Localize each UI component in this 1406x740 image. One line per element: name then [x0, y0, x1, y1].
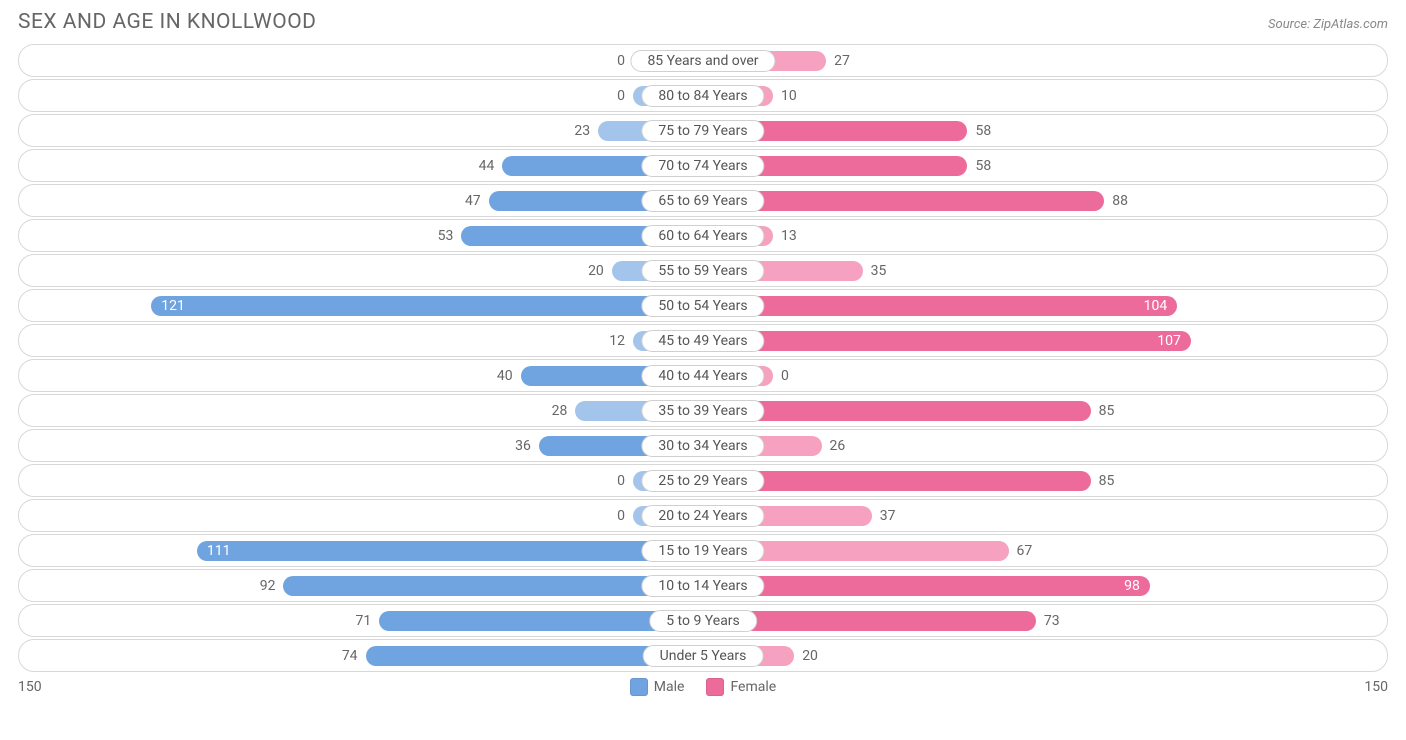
- female-value: 67: [1009, 543, 1033, 559]
- female-value: 58: [967, 123, 991, 139]
- chart-source: Source: ZipAtlas.com: [1268, 17, 1388, 32]
- chart-row: 47 88 65 to 69 Years: [18, 184, 1388, 217]
- female-value: 27: [826, 53, 850, 69]
- legend: Male Female: [630, 678, 776, 696]
- age-group-label: 15 to 19 Years: [641, 540, 764, 562]
- age-group-label: 75 to 79 Years: [641, 120, 764, 142]
- female-value: 20: [794, 648, 818, 664]
- chart-row: 28 85 35 to 39 Years: [18, 394, 1388, 427]
- male-value: 47: [465, 193, 489, 209]
- female-value: 98: [1114, 578, 1150, 594]
- chart-row: 0 85 25 to 29 Years: [18, 464, 1388, 497]
- age-group-label: 5 to 9 Years: [649, 610, 757, 632]
- male-value: 12: [609, 333, 633, 349]
- axis-max-left: 150: [18, 679, 42, 695]
- legend-female-label: Female: [730, 679, 776, 695]
- age-group-label: 70 to 74 Years: [641, 155, 764, 177]
- age-group-label: 60 to 64 Years: [641, 225, 764, 247]
- female-value: 58: [967, 158, 991, 174]
- age-group-label: 40 to 44 Years: [641, 365, 764, 387]
- age-group-label: 80 to 84 Years: [641, 85, 764, 107]
- chart-row: 0 10 80 to 84 Years: [18, 79, 1388, 112]
- age-group-label: 45 to 49 Years: [641, 330, 764, 352]
- male-bar: 121: [151, 296, 703, 316]
- male-value: 121: [151, 298, 195, 314]
- female-value: 104: [1134, 298, 1178, 314]
- chart-row: 92 98 10 to 14 Years: [18, 569, 1388, 602]
- chart-title: SEX AND AGE IN KNOLLWOOD: [18, 10, 316, 34]
- axis-max-right: 150: [1364, 679, 1388, 695]
- male-swatch: [630, 678, 648, 696]
- age-group-label: 30 to 34 Years: [641, 435, 764, 457]
- male-value: 20: [588, 263, 612, 279]
- female-bar: 98: [703, 576, 1150, 596]
- male-value: 74: [342, 648, 366, 664]
- age-group-label: 85 Years and over: [630, 50, 775, 72]
- female-value: 85: [1091, 403, 1115, 419]
- male-value: 40: [497, 368, 521, 384]
- population-pyramid: 0 27 85 Years and over 0 10 80 to 84 Years 23 5…: [18, 44, 1388, 672]
- chart-row: 36 26 30 to 34 Years: [18, 429, 1388, 462]
- chart-row: 44 58 70 to 74 Years: [18, 149, 1388, 182]
- age-group-label: 10 to 14 Years: [641, 575, 764, 597]
- female-swatch: [706, 678, 724, 696]
- female-value: 13: [773, 228, 797, 244]
- age-group-label: 55 to 59 Years: [641, 260, 764, 282]
- chart-row: 12 107 45 to 49 Years: [18, 324, 1388, 357]
- legend-female: Female: [706, 678, 776, 696]
- male-value: 71: [356, 613, 380, 629]
- chart-row: 121 104 50 to 54 Years: [18, 289, 1388, 322]
- female-value: 0: [773, 368, 789, 384]
- chart-row: 20 35 55 to 59 Years: [18, 254, 1388, 287]
- age-group-label: Under 5 Years: [643, 645, 764, 667]
- chart-row: 111 67 15 to 19 Years: [18, 534, 1388, 567]
- age-group-label: 65 to 69 Years: [641, 190, 764, 212]
- female-value: 107: [1147, 333, 1191, 349]
- male-value: 0: [617, 473, 633, 489]
- female-value: 35: [863, 263, 887, 279]
- male-bar: 92: [283, 576, 703, 596]
- female-value: 85: [1091, 473, 1115, 489]
- legend-male-label: Male: [654, 679, 685, 695]
- chart-row: 0 37 20 to 24 Years: [18, 499, 1388, 532]
- female-value: 26: [822, 438, 846, 454]
- female-value: 88: [1104, 193, 1128, 209]
- chart-row: 71 73 5 to 9 Years: [18, 604, 1388, 637]
- female-bar: 107: [703, 331, 1191, 351]
- male-value: 28: [552, 403, 576, 419]
- female-value: 73: [1036, 613, 1060, 629]
- chart-row: 53 13 60 to 64 Years: [18, 219, 1388, 252]
- female-bar: 104: [703, 296, 1177, 316]
- male-value: 0: [617, 88, 633, 104]
- legend-male: Male: [630, 678, 685, 696]
- chart-row: 02785 Years and over: [18, 44, 1388, 77]
- female-value: 10: [773, 88, 797, 104]
- chart-row: 74 20 Under 5 Years: [18, 639, 1388, 672]
- male-value: 36: [515, 438, 539, 454]
- chart-row: 23 58 75 to 79 Years: [18, 114, 1388, 147]
- male-value: 53: [438, 228, 462, 244]
- age-group-label: 20 to 24 Years: [641, 505, 764, 527]
- age-group-label: 50 to 54 Years: [641, 295, 764, 317]
- male-value: 0: [617, 508, 633, 524]
- male-value: 44: [479, 158, 503, 174]
- age-group-label: 25 to 29 Years: [641, 470, 764, 492]
- male-value: 92: [260, 578, 284, 594]
- male-bar: 111: [197, 541, 703, 561]
- chart-row: 40 0 40 to 44 Years: [18, 359, 1388, 392]
- male-value: 23: [574, 123, 598, 139]
- female-value: 37: [872, 508, 896, 524]
- male-value: 111: [197, 543, 241, 559]
- age-group-label: 35 to 39 Years: [641, 400, 764, 422]
